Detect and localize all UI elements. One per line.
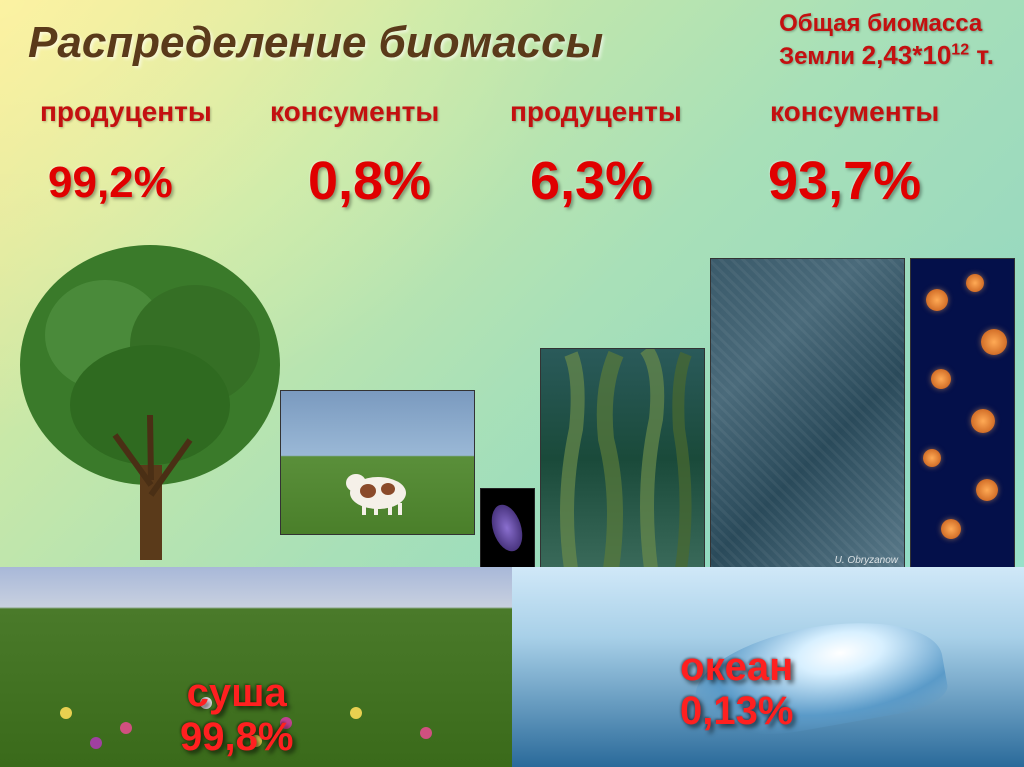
percent-ocean-producers: 6,3%	[530, 150, 653, 212]
jellyfish-image	[910, 258, 1015, 570]
label-ocean-producers: продуценты	[510, 96, 682, 128]
flower-dot	[420, 727, 432, 739]
ocean-zone-percent: 0,13%	[680, 689, 793, 733]
jelly-dot	[976, 479, 998, 501]
label-land-consumers: консументы	[270, 96, 439, 128]
flower-dot	[350, 707, 362, 719]
tree-image	[5, 235, 295, 565]
cow-field-image	[280, 390, 475, 535]
label-land-producers: продуценты	[40, 96, 212, 128]
jelly-dot	[923, 449, 941, 467]
jelly-dot	[971, 409, 995, 433]
fish-school-image: U. Obryzanow	[710, 258, 905, 570]
flower-dot	[90, 737, 102, 749]
label-ocean-consumers: консументы	[770, 96, 939, 128]
percent-land-consumers: 0,8%	[308, 150, 431, 212]
subtitle-prefix: Земли	[779, 43, 862, 70]
jelly-dot	[926, 289, 948, 311]
subtitle-line1: Общая биомасса	[779, 10, 982, 37]
flower-dot	[60, 707, 72, 719]
jelly-dot	[981, 329, 1007, 355]
subtitle-exponent: 12	[951, 42, 969, 59]
subtitle-unit: т.	[969, 40, 994, 70]
jelly-dot	[941, 519, 961, 539]
land-zone-label: суша 99,8%	[180, 671, 293, 759]
kelp-image	[540, 348, 705, 570]
cow-icon	[338, 461, 418, 516]
land-zone-percent: 99,8%	[180, 715, 293, 759]
slide-title: Распределение биомассы	[28, 18, 603, 68]
subtitle-value: 2,43*10	[862, 40, 952, 70]
jelly-dot	[931, 369, 951, 389]
jelly-dot	[966, 274, 984, 292]
ocean-zone-label: океан 0,13%	[680, 645, 793, 733]
ocean-zone-name: океан	[680, 645, 793, 689]
percent-land-producers: 99,2%	[48, 158, 173, 208]
photo-signature: U. Obryzanow	[835, 555, 898, 566]
land-zone-name: суша	[187, 671, 287, 715]
percent-ocean-consumers: 93,7%	[768, 150, 921, 212]
flower-dot	[120, 722, 132, 734]
total-biomass-subtitle: Общая биомасса Земли 2,43*1012 т.	[779, 8, 994, 73]
bacteria-image	[480, 488, 535, 568]
